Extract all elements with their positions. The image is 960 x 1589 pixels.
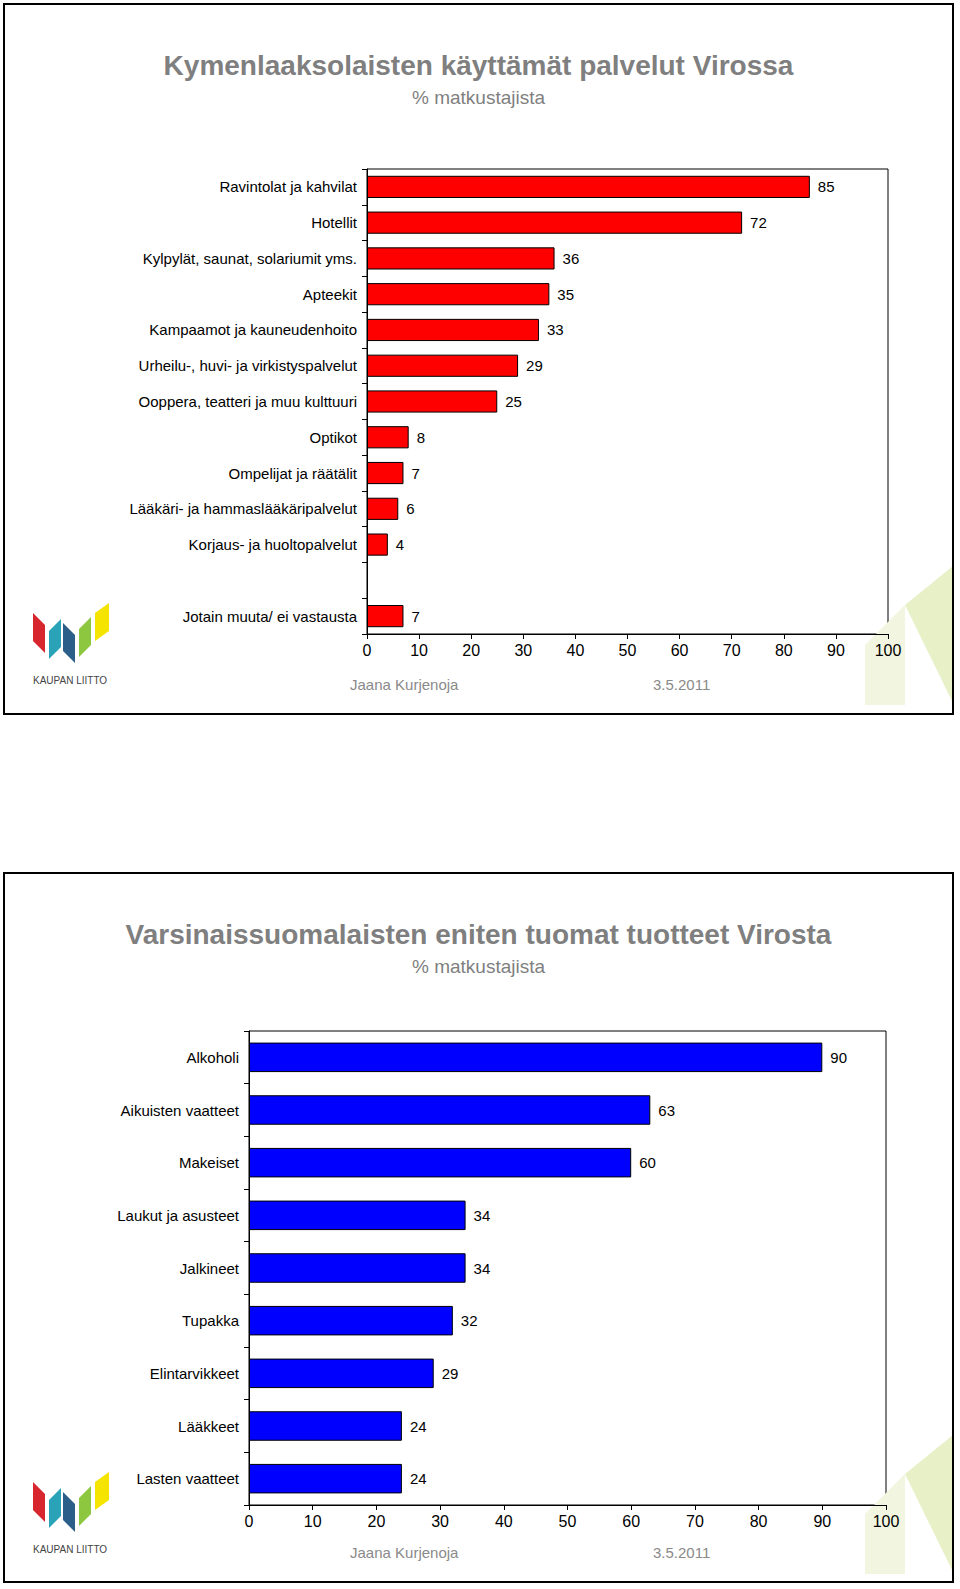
svg-text:32: 32 [461, 1312, 478, 1329]
svg-text:Varsinaissuomalaisten eniten t: Varsinaissuomalaisten eniten tuomat tuot… [126, 919, 832, 950]
svg-text:30: 30 [514, 642, 532, 659]
svg-text:Aikuisten vaatteet: Aikuisten vaatteet [121, 1102, 240, 1119]
svg-text:Jaana Kurjenoja: Jaana Kurjenoja [350, 676, 459, 693]
svg-text:3.5.2011: 3.5.2011 [653, 676, 710, 693]
svg-text:29: 29 [442, 1365, 459, 1382]
svg-text:Optikot: Optikot [309, 429, 357, 446]
svg-text:20: 20 [368, 1513, 386, 1530]
svg-text:Kampaamot ja kauneudenhoito: Kampaamot ja kauneudenhoito [149, 321, 357, 338]
svg-text:100: 100 [873, 1513, 900, 1530]
svg-text:Lääkäri- ja hammaslääkäripalve: Lääkäri- ja hammaslääkäripalvelut [129, 500, 357, 517]
svg-text:50: 50 [619, 642, 637, 659]
svg-text:Urheilu-, huvi- ja virkistyspa: Urheilu-, huvi- ja virkistyspalvelut [139, 357, 358, 374]
svg-text:70: 70 [723, 642, 741, 659]
svg-text:90: 90 [813, 1513, 831, 1530]
svg-text:% matkustajista: % matkustajista [412, 956, 545, 977]
svg-text:60: 60 [671, 642, 689, 659]
svg-text:Lasten vaatteet: Lasten vaatteet [136, 1470, 239, 1487]
svg-text:63: 63 [658, 1102, 675, 1119]
svg-text:24: 24 [410, 1470, 427, 1487]
svg-text:85: 85 [818, 178, 835, 195]
svg-text:7: 7 [411, 465, 419, 482]
svg-text:% matkustajista: % matkustajista [412, 87, 545, 108]
svg-text:8: 8 [417, 429, 425, 446]
svg-text:Kymenlaaksolaisten käyttämät p: Kymenlaaksolaisten käyttämät palvelut Vi… [164, 50, 794, 81]
svg-text:40: 40 [495, 1513, 513, 1530]
svg-text:36: 36 [563, 250, 580, 267]
svg-text:70: 70 [686, 1513, 704, 1530]
svg-text:0: 0 [363, 642, 372, 659]
svg-text:0: 0 [245, 1513, 254, 1530]
svg-text:25: 25 [505, 393, 522, 410]
svg-text:90: 90 [830, 1049, 847, 1066]
svg-text:Laukut ja asusteet: Laukut ja asusteet [117, 1207, 240, 1224]
svg-text:90: 90 [827, 642, 845, 659]
svg-text:7: 7 [411, 608, 419, 625]
svg-text:Ooppera, teatteri ja muu kultt: Ooppera, teatteri ja muu kulttuuri [139, 393, 357, 410]
svg-text:Ompelijat ja räätälit: Ompelijat ja räätälit [229, 465, 358, 482]
svg-text:Elintarvikkeet: Elintarvikkeet [150, 1365, 240, 1382]
svg-text:Jalkineet: Jalkineet [180, 1260, 240, 1277]
svg-text:Korjaus- ja huoltopalvelut: Korjaus- ja huoltopalvelut [189, 536, 358, 553]
svg-text:10: 10 [304, 1513, 322, 1530]
svg-text:Makeiset: Makeiset [179, 1154, 240, 1171]
svg-text:60: 60 [639, 1154, 656, 1171]
svg-text:6: 6 [406, 500, 414, 517]
svg-text:Jotain muuta/ ei vastausta: Jotain muuta/ ei vastausta [183, 608, 358, 625]
svg-text:72: 72 [750, 214, 767, 231]
svg-text:80: 80 [775, 642, 793, 659]
svg-text:3.5.2011: 3.5.2011 [653, 1544, 710, 1561]
svg-text:Alkoholi: Alkoholi [186, 1049, 239, 1066]
svg-text:60: 60 [622, 1513, 640, 1530]
svg-text:10: 10 [410, 642, 428, 659]
svg-text:Hotellit: Hotellit [311, 214, 358, 231]
svg-text:Lääkkeet: Lääkkeet [178, 1418, 240, 1435]
svg-text:100: 100 [875, 642, 902, 659]
svg-text:30: 30 [431, 1513, 449, 1530]
svg-text:4: 4 [396, 536, 404, 553]
svg-text:Apteekit: Apteekit [303, 286, 358, 303]
svg-text:50: 50 [559, 1513, 577, 1530]
svg-text:KAUPAN LIITTO: KAUPAN LIITTO [33, 1544, 107, 1555]
svg-text:Tupakka: Tupakka [182, 1312, 240, 1329]
svg-text:29: 29 [526, 357, 543, 374]
svg-text:35: 35 [557, 286, 574, 303]
svg-text:Kylpylät, saunat, solariumit y: Kylpylät, saunat, solariumit yms. [143, 250, 357, 267]
svg-text:33: 33 [547, 321, 564, 338]
svg-text:24: 24 [410, 1418, 427, 1435]
svg-text:40: 40 [567, 642, 585, 659]
svg-text:34: 34 [474, 1260, 491, 1277]
svg-text:Jaana Kurjenoja: Jaana Kurjenoja [350, 1544, 459, 1561]
svg-text:34: 34 [474, 1207, 491, 1224]
svg-text:80: 80 [750, 1513, 768, 1530]
svg-text:Ravintolat ja kahvilat: Ravintolat ja kahvilat [219, 178, 357, 195]
svg-text:KAUPAN LIITTO: KAUPAN LIITTO [33, 675, 107, 686]
svg-text:20: 20 [462, 642, 480, 659]
